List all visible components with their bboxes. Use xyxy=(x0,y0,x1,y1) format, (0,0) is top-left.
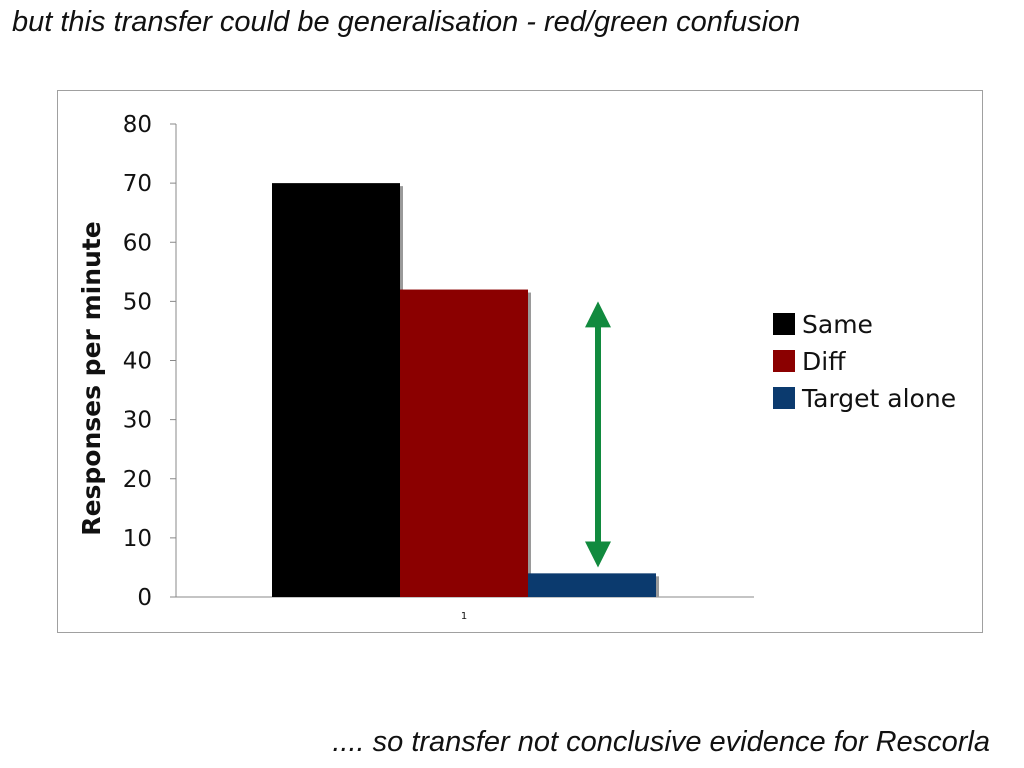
difference-arrow xyxy=(585,301,611,568)
arrow-head-up xyxy=(585,301,611,328)
y-tick-label: 80 xyxy=(123,112,152,138)
axes: 0 10 20 30 40 50 60 70 80 Responses per minute 1 xyxy=(77,112,754,622)
x-category-label: 1 xyxy=(461,611,467,622)
arrow-head-down xyxy=(585,541,611,568)
y-tick-label: 40 xyxy=(123,349,152,375)
legend-swatch xyxy=(773,387,795,409)
y-tick-label: 30 xyxy=(123,408,152,434)
bars xyxy=(272,183,659,597)
y-tick-label: 0 xyxy=(137,585,152,611)
legend-label: Diff xyxy=(802,347,846,376)
legend: Same Diff Target alone xyxy=(773,310,956,413)
legend-label: Same xyxy=(802,310,873,339)
legend-swatch xyxy=(773,350,795,372)
y-tick-label: 70 xyxy=(123,171,152,197)
slide-title: but this transfer could be generalisatio… xyxy=(12,6,801,38)
y-axis-label: Responses per minute xyxy=(77,221,106,535)
y-tick-label: 50 xyxy=(123,289,152,315)
slide-footer: .... so transfer not conclusive evidence… xyxy=(332,726,990,758)
bar-chart: 0 10 20 30 40 50 60 70 80 Responses per minute 1 S… xyxy=(77,112,956,622)
y-tick-label: 20 xyxy=(123,467,152,493)
bar-same xyxy=(272,183,400,597)
y-tick-label: 60 xyxy=(123,230,152,256)
bar-target-alone xyxy=(528,573,656,597)
chart-frame: 0 10 20 30 40 50 60 70 80 Responses per minute 1 S… xyxy=(57,90,983,633)
legend-label: Target alone xyxy=(801,384,956,413)
bar-diff xyxy=(400,289,528,597)
legend-swatch xyxy=(773,313,795,335)
y-tick-label: 10 xyxy=(123,526,152,552)
